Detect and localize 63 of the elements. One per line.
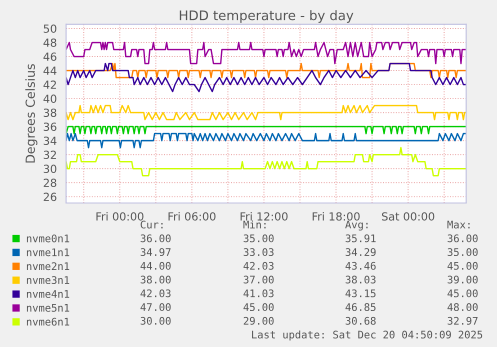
text: Avg: <box>345 220 368 231</box>
y-tick-label: 32 <box>44 150 56 160</box>
legend-label: nvme6n1 <box>26 318 70 326</box>
text: 43.15 <box>346 289 376 298</box>
y-axis-title: Degrees Celsius <box>25 64 38 163</box>
y-tick-label: 34 <box>44 136 56 146</box>
text: 36.00 <box>448 234 478 242</box>
text: 47.00 <box>140 303 171 312</box>
text: 46.85 <box>346 303 376 312</box>
text: 34.29 <box>346 248 376 256</box>
x-tick-label: Fri 12:00 <box>240 212 288 221</box>
y-tick-label: 48 <box>43 38 56 47</box>
text: 36.00 <box>140 234 171 242</box>
text: 43.46 <box>346 262 376 270</box>
text: 42.03 <box>140 289 171 298</box>
y-tick-label: 40 <box>43 94 56 103</box>
legend-label: nvme2n1 <box>26 262 70 270</box>
legend-label: nvme5n1 <box>26 304 70 312</box>
text: 45.00 <box>448 289 478 298</box>
y-tick-label: 38 <box>44 108 56 117</box>
text: 38.03 <box>346 276 376 284</box>
y-tick-label: 30 <box>44 164 56 174</box>
text: 45.00 <box>448 262 478 270</box>
chart-title: HDD temperature - by day <box>180 10 354 23</box>
text: 30.00 <box>140 316 171 325</box>
x-tick-label: Sat 00:00 <box>382 212 434 221</box>
y-tick-label: 42 <box>43 80 56 89</box>
text: 30.68 <box>346 316 376 325</box>
text: 35.00 <box>244 234 274 242</box>
y-tick-label: 28 <box>44 178 56 188</box>
legend-label: nvme1n1 <box>26 248 70 256</box>
text: 45.00 <box>244 303 274 312</box>
line-series <box>66 62 466 92</box>
text: 48.00 <box>448 303 478 312</box>
text: Last update: Sat Dec 20 04:50:09 2025 <box>252 330 482 341</box>
legend-label: nvme3n1 <box>26 276 70 284</box>
text: Max: <box>447 220 470 229</box>
y-tick-label: 44 <box>43 66 56 75</box>
line-series <box>66 146 466 176</box>
x-tick-label: Fri 00:00 <box>96 212 144 221</box>
text: 41.03 <box>244 289 274 298</box>
text: 38.00 <box>140 276 171 284</box>
y-tick-label: 26 <box>44 192 56 202</box>
line-series <box>66 42 466 64</box>
text: 35.00 <box>448 248 478 256</box>
text: 44.00 <box>140 262 171 270</box>
text: 29.00 <box>244 316 274 325</box>
text: 42.03 <box>244 262 274 270</box>
text: 32.97 <box>448 316 478 325</box>
text: 33.03 <box>244 248 274 256</box>
text: 37.00 <box>244 276 274 284</box>
legend-label: nvme4n1 <box>26 290 70 298</box>
y-tick-label: 46 <box>43 52 56 61</box>
text: 34.97 <box>140 248 171 256</box>
text: 39.00 <box>448 276 478 284</box>
x-tick-label: Fri 06:00 <box>168 212 216 221</box>
legend-label: nvme0n1 <box>26 234 70 242</box>
y-tick-label: 50 <box>44 24 56 33</box>
text: Cur: <box>140 220 163 229</box>
text: 35.91 <box>346 234 376 242</box>
y-tick-label: 36 <box>44 122 56 131</box>
text: Min: <box>243 220 266 228</box>
x-tick-label: Fri 18:00 <box>312 212 360 221</box>
